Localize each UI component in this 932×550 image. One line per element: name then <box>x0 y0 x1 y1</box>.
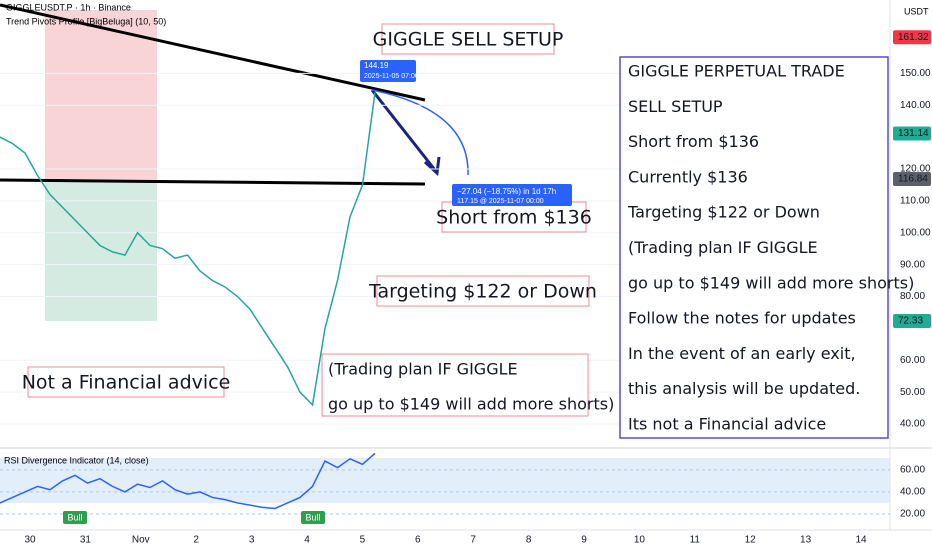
x-tick-label: 9 <box>581 535 587 546</box>
y-tick-label: 120.00 <box>900 164 931 175</box>
note: go up to $149 will add more shorts) <box>328 395 614 414</box>
summary-line: go up to $149 will add more shorts) <box>628 273 914 292</box>
x-tick-label: 10 <box>634 535 646 546</box>
x-tick-label: 6 <box>415 535 421 546</box>
summary-line: (Trading plan IF GIGGLE <box>628 238 818 257</box>
x-tick-label: 5 <box>360 535 366 546</box>
x-tick-label: 2 <box>193 535 199 546</box>
title-box <box>381 23 555 55</box>
note-box <box>376 275 590 307</box>
symbol: GIGGLEUSDT.P · 1h · Binance <box>6 2 131 12</box>
measure-time: 2025-11-05 07:00 <box>364 73 419 80</box>
y-tick-label: 90.00 <box>900 259 925 270</box>
arrow <box>370 89 437 171</box>
y-tick-label: 40.00 <box>900 419 925 430</box>
summary-box <box>619 56 889 439</box>
y-tick-label: 150.00 <box>900 68 931 79</box>
rsi-band <box>0 458 890 503</box>
y-tick-label: 110.00 <box>900 196 930 207</box>
projection-curve <box>371 89 469 176</box>
summary-line: Follow the notes for updates <box>628 309 856 328</box>
y-tick-label: 140.00 <box>900 100 931 111</box>
signal-label: Bull <box>67 512 82 522</box>
summary-line: Short from $136 <box>628 132 759 151</box>
x-tick-label: 30 <box>24 535 36 546</box>
summary-line: SELL SETUP <box>628 97 723 116</box>
measure-target: 117.15 @ 2025-11-07 00:00 <box>457 198 544 205</box>
measure-change: −27.04 (−18.75%) in 1d 17h <box>457 187 556 196</box>
price-badge <box>893 30 931 45</box>
note-box <box>27 366 225 398</box>
price-badge <box>893 126 931 141</box>
rsi-tick-label: 60.00 <box>900 464 925 475</box>
rsi-tick-label: 40.00 <box>900 487 925 498</box>
y-tick-label: 50.00 <box>900 387 925 398</box>
price-badge <box>893 313 931 328</box>
summary-line: Targeting $122 or Down <box>627 203 820 222</box>
note: (Trading plan IF GIGGLE <box>328 360 518 379</box>
x-tick-label: 11 <box>690 535 701 546</box>
note-box <box>441 201 587 233</box>
summary-line: In the event of an early exit, <box>628 344 856 363</box>
note: Targeting $122 or Down <box>368 281 597 303</box>
measure-price: 144.19 <box>364 61 389 70</box>
rsi-line <box>0 452 376 510</box>
rsi-title: RSI Divergence Indicator (14, close) <box>4 455 149 465</box>
price-badge-label: 131.14 <box>898 128 929 139</box>
x-tick-label: 3 <box>249 535 255 546</box>
y-tick-label: 80.00 <box>900 291 925 302</box>
note-box <box>321 353 589 417</box>
profit-zone <box>45 180 157 321</box>
title: GIGGLE SELL SETUP <box>373 29 564 51</box>
stop-zone <box>45 10 157 180</box>
indicator: Trend Pivots Profile [BigBeluga] (10, 50… <box>6 16 166 26</box>
x-tick-label: 31 <box>80 535 92 546</box>
y-tick-label: 60.00 <box>900 355 925 366</box>
support-line <box>0 178 426 186</box>
price-badge-label: 161.32 <box>898 32 929 43</box>
x-tick-label: 13 <box>800 535 812 546</box>
arrow-head <box>423 156 441 177</box>
signal-badge <box>301 511 325 524</box>
note: Short from $136 <box>436 207 592 229</box>
rsi-tick-label: 20.00 <box>900 509 925 520</box>
measure-badge <box>452 184 572 206</box>
signal-label: Bull <box>305 512 320 522</box>
summary-line: Its not a Financial advice <box>628 415 826 434</box>
note: Not a Financial advice <box>22 372 231 394</box>
signal-badge <box>63 511 87 524</box>
price-badge-label: 72.33 <box>898 316 923 327</box>
y-tick-label: 100.00 <box>900 227 931 238</box>
x-tick-label: 14 <box>855 535 867 546</box>
summary-line: GIGGLE PERPETUAL TRADE <box>628 62 845 81</box>
x-tick-label: 7 <box>470 535 476 546</box>
trendline <box>0 3 426 102</box>
summary-line: this analysis will be updated. <box>628 379 860 398</box>
x-tick-label: 12 <box>745 535 757 546</box>
summary-line: Currently $136 <box>628 167 748 186</box>
price-line <box>0 92 376 407</box>
x-tick-label: Nov <box>132 535 150 546</box>
x-tick-label: 8 <box>526 535 532 546</box>
x-tick-label: 4 <box>304 535 310 546</box>
price-badge-label: 116.84 <box>898 174 928 185</box>
measure-badge <box>360 60 416 82</box>
currency: USDT <box>904 6 929 16</box>
price-badge <box>893 172 931 187</box>
